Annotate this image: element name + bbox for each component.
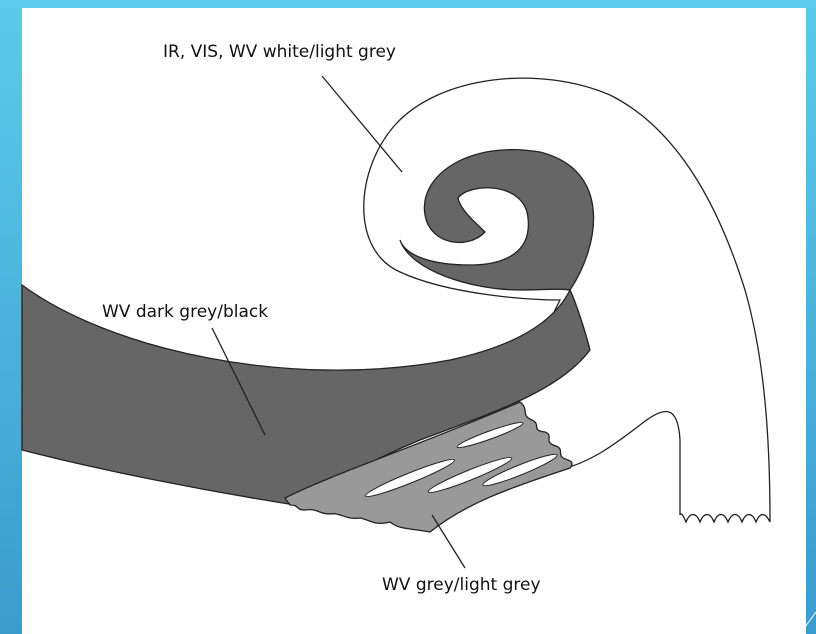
- leader-line: [321, 75, 403, 173]
- label: WV grey/light grey: [382, 575, 541, 595]
- label: WV dark grey/black: [102, 302, 268, 322]
- leader-line: [211, 327, 266, 436]
- leader-line: [431, 514, 466, 569]
- dark-region: [21, 148, 595, 506]
- gap: [456, 421, 524, 449]
- gap: [427, 457, 513, 493]
- corner-line: [799, 611, 816, 634]
- gap: [364, 458, 456, 498]
- label: IR, VIS, WV white/light grey: [163, 42, 396, 62]
- gap: [482, 453, 558, 487]
